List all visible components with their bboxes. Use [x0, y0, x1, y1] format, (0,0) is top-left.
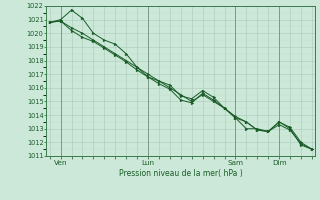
X-axis label: Pression niveau de la mer( hPa ): Pression niveau de la mer( hPa ): [119, 169, 243, 178]
